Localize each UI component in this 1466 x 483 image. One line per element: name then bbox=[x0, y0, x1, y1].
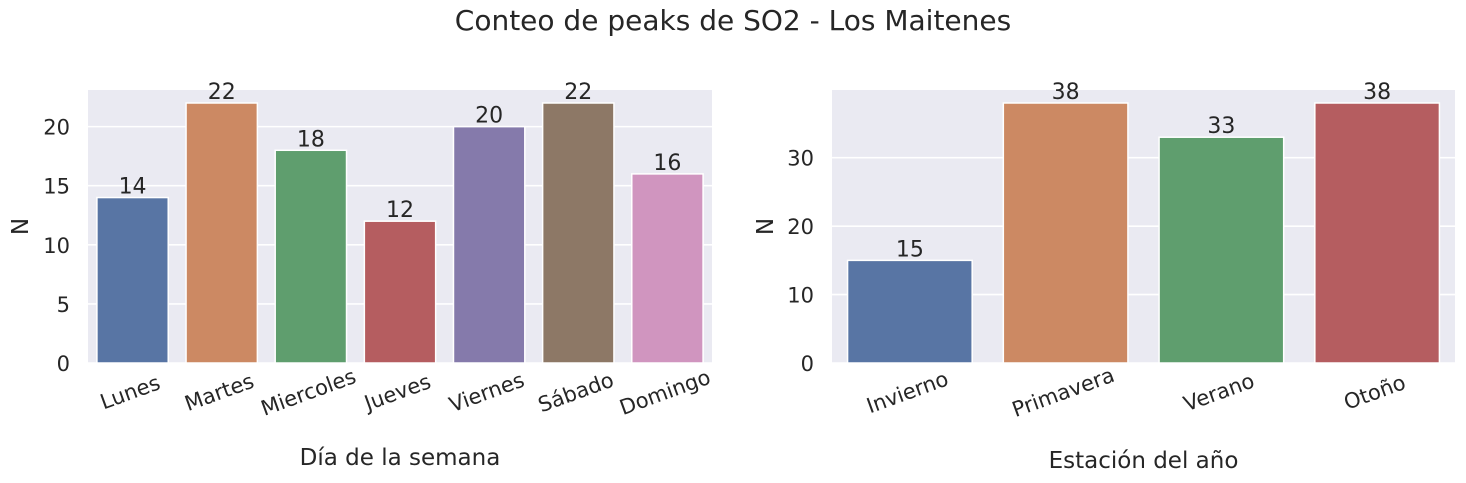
bar-sábado bbox=[541, 102, 615, 364]
y-axis-label: N bbox=[753, 218, 779, 235]
y-axis-label: N bbox=[8, 218, 34, 235]
y-tick-label: 30 bbox=[787, 147, 814, 171]
data-label: 38 bbox=[1363, 80, 1391, 105]
data-label: 14 bbox=[119, 175, 147, 200]
x-tick-label: Invierno bbox=[863, 367, 951, 419]
data-label: 22 bbox=[208, 80, 236, 105]
data-label: 16 bbox=[653, 151, 681, 176]
x-tick-label: Jueves bbox=[359, 369, 434, 416]
y-tick-label: 20 bbox=[43, 116, 70, 140]
bar-otoño bbox=[1314, 102, 1441, 364]
bar-invierno bbox=[846, 259, 973, 364]
data-label: 15 bbox=[896, 237, 924, 262]
x-tick-label: Sábado bbox=[535, 368, 617, 417]
y-tick-label: 5 bbox=[57, 293, 70, 317]
y-tick-label: 15 bbox=[43, 175, 70, 199]
data-label: 20 bbox=[475, 104, 503, 129]
x-tick-label: Domingo bbox=[616, 365, 713, 420]
data-label: 18 bbox=[297, 127, 325, 152]
data-label: 38 bbox=[1052, 80, 1080, 105]
bar-lunes bbox=[96, 196, 169, 364]
y-tick-label: 0 bbox=[57, 352, 70, 376]
x-tick-label: Viernes bbox=[446, 368, 528, 417]
x-tick-label: Primavera bbox=[1009, 363, 1118, 422]
y-tick-label: 20 bbox=[787, 215, 814, 239]
x-tick-label: Otoño bbox=[1341, 370, 1409, 414]
y-tick-label: 10 bbox=[787, 284, 814, 308]
data-label: 22 bbox=[564, 80, 592, 105]
x-tick-label: Miercoles bbox=[258, 364, 359, 420]
x-tick-label: Lunes bbox=[97, 371, 163, 415]
x-axis-label: Estación del año bbox=[1049, 448, 1239, 474]
bar-verano bbox=[1158, 136, 1285, 364]
chart-panel-2: 0 10 20 30 15 Invierno 38 Primavera 33 Verano 38 Ot… bbox=[753, 80, 1455, 474]
bar-jueves bbox=[363, 220, 437, 364]
bar-domingo bbox=[631, 173, 704, 364]
data-label: 33 bbox=[1207, 114, 1235, 139]
bar-primavera bbox=[1002, 102, 1129, 364]
x-tick-label: Martes bbox=[182, 369, 258, 416]
chart-title: Conteo de peaks de SO2 - Los Maitenes bbox=[454, 4, 1012, 37]
x-tick-label: Verano bbox=[1180, 369, 1257, 417]
bar-viernes bbox=[452, 125, 526, 364]
y-tick-label: 10 bbox=[43, 234, 70, 258]
bar-miercoles bbox=[274, 149, 348, 364]
x-axis-label: Día de la semana bbox=[300, 445, 501, 471]
data-label: 12 bbox=[386, 198, 414, 223]
chart-panel-1: 0 5 10 15 20 14 Lunes 22 Martes 18 Miercoles 12 Juev… bbox=[8, 80, 714, 471]
bar-martes bbox=[185, 102, 259, 364]
y-tick-label: 0 bbox=[801, 352, 814, 376]
